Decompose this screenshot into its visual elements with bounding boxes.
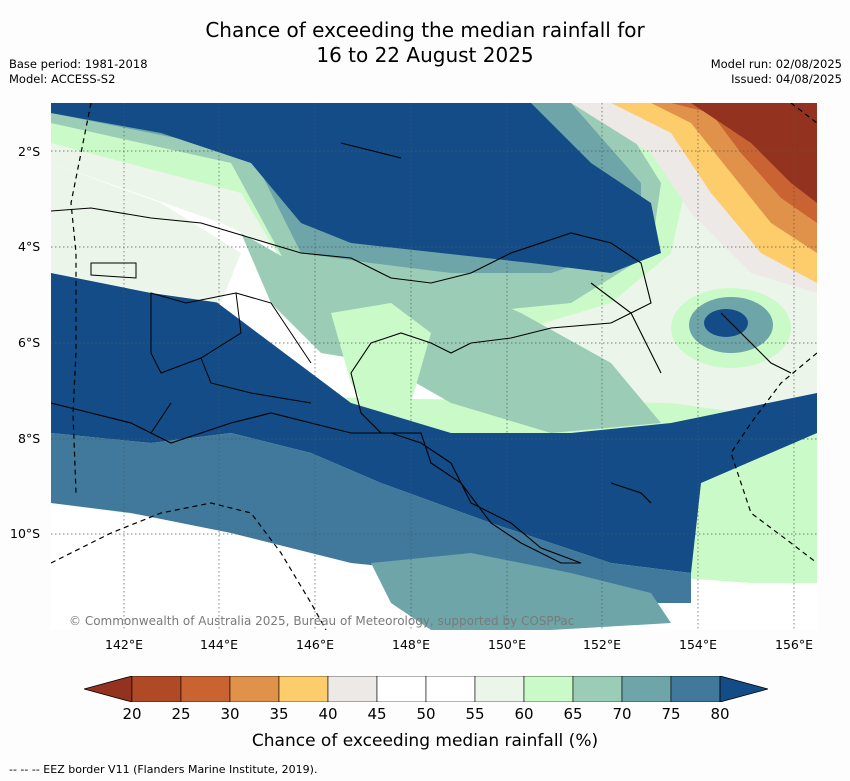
band-central-light (331, 303, 431, 433)
band-80-north (51, 103, 661, 273)
colorbar-tick-35: 35 (269, 705, 289, 723)
colorbar-segment-70-75 (621, 676, 672, 702)
colorbar-segment-45-50 (376, 676, 427, 702)
eez-borders (51, 103, 817, 630)
colorbar-segment-35-40 (278, 676, 329, 702)
band-20-ne (691, 103, 817, 203)
colorbar-tick-60: 60 (514, 705, 534, 723)
lat-label-4s: 4°S (18, 239, 41, 254)
lon-label-144e: 144°E (199, 637, 239, 652)
lon-label-154e: 154°E (678, 637, 718, 652)
band-75-south (51, 433, 691, 603)
issued-date: Issued: 04/08/2025 (731, 72, 842, 86)
lon-label-146e: 146°E (295, 637, 335, 652)
colorbar-segment-40-45 (327, 676, 378, 702)
rainfall-map (51, 103, 817, 630)
meta-left: Base period: 1981-2018 Model: ACCESS-S2 (9, 57, 148, 87)
colorbar-tick-70: 70 (612, 705, 632, 723)
colorbar-extend-low (84, 676, 133, 702)
eez-legend: -- -- -- EEZ border V11 (Flanders Marine… (9, 763, 318, 776)
title-line-2: 16 to 22 August 2025 (316, 43, 534, 67)
lon-label-152e: 152°E (582, 637, 622, 652)
colorbar-label: Chance of exceeding median rainfall (%) (251, 731, 599, 751)
colorbar-segment-75-80 (670, 676, 721, 702)
colorbar-segment-60-65 (523, 676, 574, 702)
band-60-west (51, 163, 241, 303)
colorbar-tick-40: 40 (318, 705, 338, 723)
colorbar-segment-50-55 (425, 676, 476, 702)
colorbar (84, 676, 768, 702)
title-line-1: Chance of exceeding the median rainfall … (205, 18, 645, 42)
colorbar-tick-25: 25 (171, 705, 191, 723)
band-gulf (371, 553, 671, 630)
lat-label-2s: 2°S (18, 144, 41, 159)
meta-right: Model run: 02/08/2025 Issued: 04/08/2025 (711, 57, 842, 87)
band-80-south (51, 273, 817, 573)
colorbar-tick-30: 30 (220, 705, 240, 723)
lon-label-148e: 148°E (391, 637, 431, 652)
colorbar-segment-30-35 (229, 676, 280, 702)
colorbar-segment-65-70 (572, 676, 623, 702)
colorbar-tick-45: 45 (367, 705, 387, 723)
colorbar-tick-65: 65 (563, 705, 583, 723)
colorbar-tick-55: 55 (465, 705, 485, 723)
model-run: Model run: 02/08/2025 (710, 57, 842, 71)
lon-label-142e: 142°E (104, 637, 144, 652)
colorbar-segment-55-60 (474, 676, 525, 702)
colorbar-tick-80: 80 (710, 705, 730, 723)
blob-bougainville-blue (704, 309, 748, 337)
map-canvas (51, 103, 817, 630)
base-period: Base period: 1981-2018 (9, 57, 148, 71)
map-title: Chance of exceeding the median rainfall … (0, 18, 850, 68)
colorbar-tick-50: 50 (416, 705, 436, 723)
lon-label-156e: 156°E (774, 637, 814, 652)
model-name: Model: ACCESS-S2 (9, 72, 116, 86)
lat-label-10s: 10°S (10, 526, 41, 541)
band-80-west (51, 273, 231, 433)
colorbar-segment-25-30 (180, 676, 231, 702)
coastlines (51, 142, 792, 564)
lat-label-8s: 8°S (18, 431, 41, 446)
band-central (241, 233, 661, 433)
lat-label-6s: 6°S (18, 335, 41, 350)
colorbar-tick-75: 75 (661, 705, 681, 723)
copyright-note: © Commonwealth of Australia 2025, Bureau… (69, 614, 575, 628)
colorbar-extend-high (719, 676, 768, 702)
colorbar-tick-20: 20 (122, 705, 142, 723)
province-borders (90, 262, 312, 434)
lon-label-150e: 150°E (487, 637, 527, 652)
colorbar-segment-20-25 (131, 676, 182, 702)
